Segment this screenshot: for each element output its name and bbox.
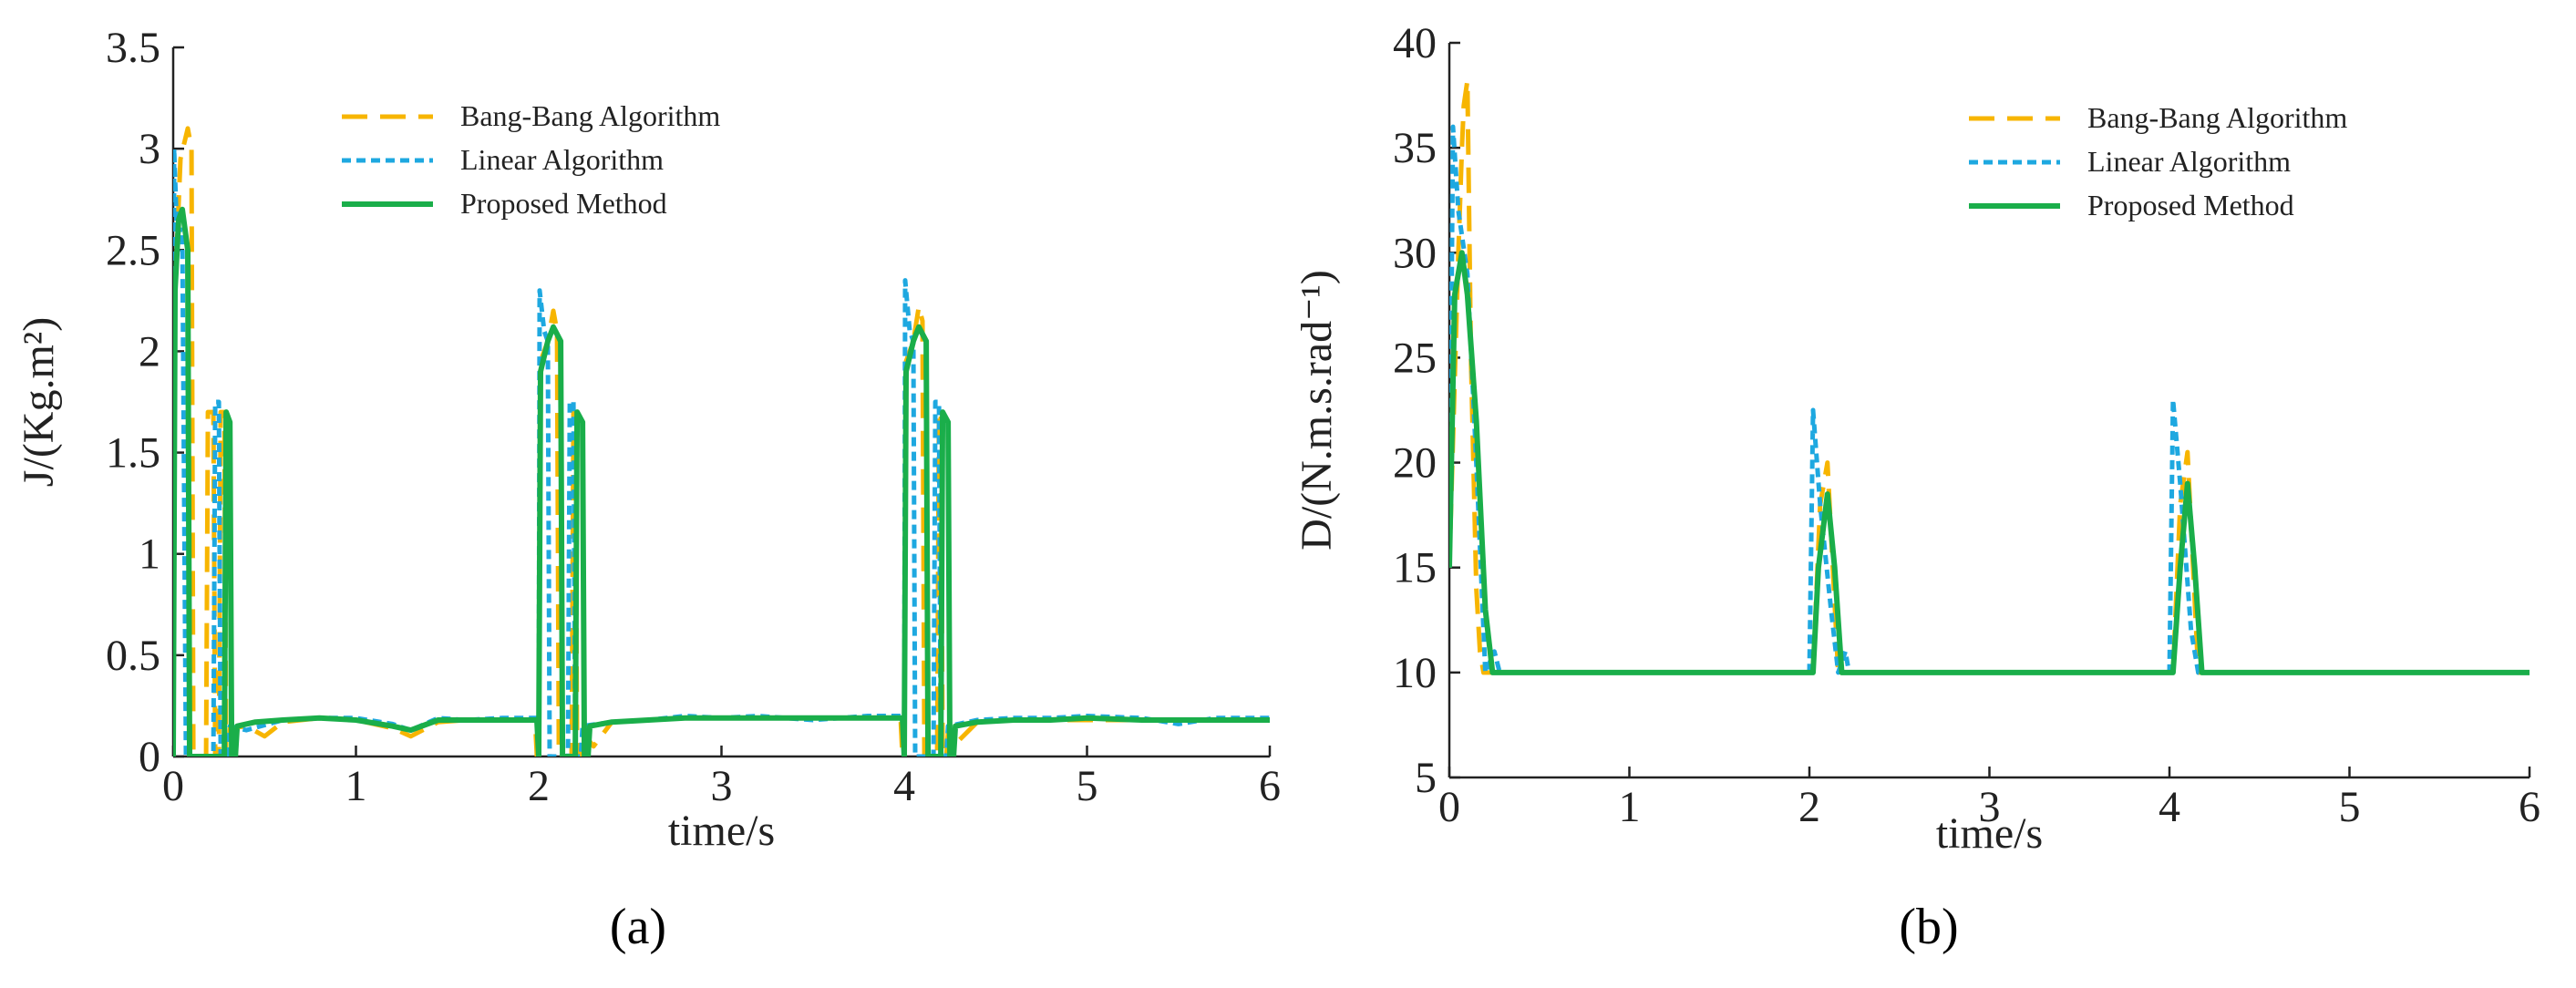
x-tick-label: 1 [1619,783,1641,831]
x-tick-label: 6 [1259,762,1281,810]
y-tick-label: 25 [1393,334,1437,382]
legend-label: Linear Algorithm [460,143,664,176]
x-tick-label: 3 [711,762,733,810]
chart-b: 0 1 2 3 4 5 6 5 10 15 20 25 30 35 40 time/s D/(N.m.s.rad… [1293,19,2540,955]
x-axis-label: time/s [668,807,775,855]
y-tick-label: 3.5 [106,24,160,72]
x-tick-label: 6 [2519,783,2540,831]
x-tick-label: 0 [1438,783,1460,831]
y-tick-label: 1 [139,530,160,579]
x-tick-label: 5 [2339,783,2361,831]
legend-label: Linear Algorithm [2087,145,2291,178]
series-line-3 [173,206,1270,756]
y-tick-label: 30 [1393,229,1437,277]
x-tick-label: 5 [1077,762,1098,810]
legend: Bang-Bang Algorithm Linear Algorithm Propo… [342,99,720,220]
y-tick-label: 10 [1393,649,1437,697]
chart-a: 0 1 2 3 4 5 6 0 0.5 1 1.5 2 2.5 3 3.5 time/s J/(Kg.m²) Ba… [15,24,1281,955]
x-axis-label: time/s [1936,809,2043,858]
y-tick-label: 2 [139,327,160,376]
legend: Bang-Bang Algorithm Linear Algorithm Propo… [1969,101,2347,221]
legend-label: Bang-Bang Algorithm [460,99,720,132]
y-tick-label: 0.5 [106,632,160,680]
legend-label: Proposed Method [460,187,667,220]
y-tick-label: 3 [139,125,160,173]
y-axis-label: D/(N.m.s.rad⁻¹) [1293,270,1341,551]
panel-label: (b) [1899,899,1958,955]
x-tick-label: 2 [1798,783,1820,831]
y-tick-label: 2.5 [106,226,160,274]
x-tick-label: 2 [528,762,550,810]
y-tick-label: 1.5 [106,429,160,478]
legend-label: Bang-Bang Algorithm [2087,101,2347,134]
x-tick-label: 0 [162,762,184,810]
y-tick-label: 0 [139,733,160,781]
series-line-3 [1449,250,2530,675]
x-tick-label: 1 [345,762,367,810]
panel-label: (a) [610,899,666,955]
y-tick-label: 40 [1393,19,1437,67]
x-tick-label: 4 [2159,783,2180,831]
legend-label: Proposed Method [2087,189,2294,221]
series-line-2 [173,146,1270,756]
y-axis-label: J/(Kg.m²) [15,317,63,487]
x-tick-label: 4 [893,762,915,810]
y-tick-label: 35 [1393,124,1437,172]
y-tick-label: 15 [1393,544,1437,592]
x-tick-label: 3 [1979,783,2001,831]
series-line-1 [1449,78,2530,675]
series-line-2 [1449,124,2530,675]
y-tick-label: 5 [1415,754,1437,802]
series-line-1 [173,126,1270,756]
y-tick-label: 20 [1393,439,1437,488]
